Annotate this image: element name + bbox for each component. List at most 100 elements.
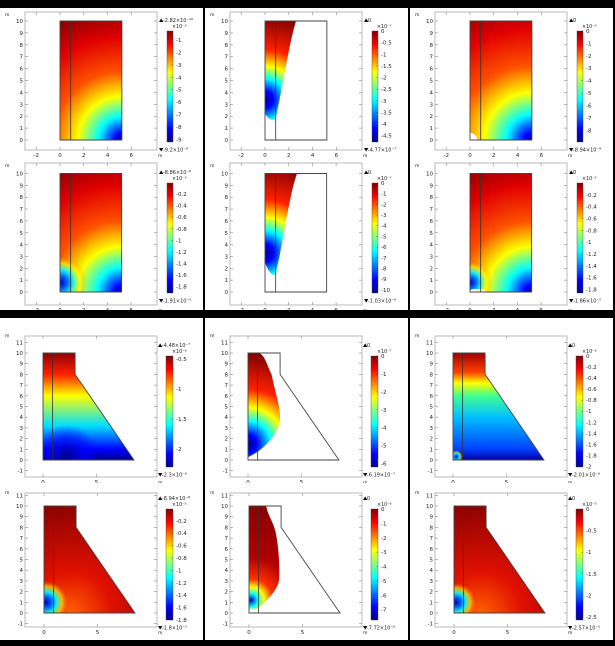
y-tick-label: 8 xyxy=(225,43,229,49)
field-surface xyxy=(265,21,296,120)
axes-frame xyxy=(24,492,158,628)
y-tick-label: 0 xyxy=(225,611,229,617)
colorbar-tick-label: -7 xyxy=(176,113,182,119)
y-tick-label: 5 xyxy=(430,405,434,411)
y-tick-label: 10 xyxy=(426,504,433,510)
domain-outline xyxy=(59,173,123,293)
x-tick-label: 6 xyxy=(334,308,338,310)
x-tick-label: -2 xyxy=(34,308,39,310)
colorbar-tick-label: -0.4 xyxy=(176,204,187,210)
colorbar-tick-label: 0 xyxy=(381,29,385,35)
colorbar-tick-label: -1.6 xyxy=(586,276,597,282)
y-tick-label: 9 xyxy=(430,362,434,368)
y-tick-label: 8 xyxy=(20,43,24,49)
y-tick-label: 4 xyxy=(430,415,434,421)
colorbar xyxy=(370,355,379,468)
plot-panel-p7: 0 5 -1 0 1 2 3 4 5 6 7 8 9 10 11 m m -0.5 -1 -1.5 -2 ×10⁻⁶-4.… xyxy=(0,318,203,483)
colorbar-tick-label: -1.4 xyxy=(176,593,187,599)
x-tick-label: -2 xyxy=(238,153,243,159)
x-tick-label: 4 xyxy=(516,308,520,310)
y-tick-label: 5 xyxy=(430,558,434,564)
y-tick-label: 3 xyxy=(430,254,434,260)
x-tick-label: -2 xyxy=(443,153,448,159)
min-triangle-icon xyxy=(569,299,574,303)
y-tick-label: 1 xyxy=(225,447,229,453)
max-triangle-icon xyxy=(569,170,574,174)
x-unit-label: m xyxy=(158,309,162,310)
colorbar-min-label: -1.03×10⁻⁶ xyxy=(368,299,396,305)
max-triangle-icon xyxy=(364,170,369,174)
colorbar-tick-label: -0.2 xyxy=(176,519,187,525)
y-tick-label: 9 xyxy=(20,183,24,189)
colorbar-tick-label: -2 xyxy=(381,76,386,82)
y-tick-label: 5 xyxy=(20,558,24,564)
x-tick-label: 5 xyxy=(96,630,100,636)
y-tick-label: 7 xyxy=(225,383,229,389)
y-tick-label: 10 xyxy=(16,504,23,510)
colorbar xyxy=(165,355,174,468)
colorbar-tick-label: -0.2 xyxy=(586,365,597,371)
colorbar-tick-label: 0 xyxy=(381,507,385,513)
colorbar-tick-label: -1.8 xyxy=(586,287,597,293)
colorbar-min-label: -8.94×10⁻⁹ xyxy=(573,148,601,154)
colorbar-tick-label: -1.2 xyxy=(586,252,597,258)
y-tick-label: 5 xyxy=(20,231,24,237)
colorbar-tick-label: -2 xyxy=(586,54,591,60)
y-unit-label: m xyxy=(5,13,9,18)
colorbar-multiplier: ×10⁻⁹ xyxy=(172,24,187,30)
y-tick-label: 2 xyxy=(430,437,434,443)
axes-frame xyxy=(434,11,568,151)
y-tick-label: 6 xyxy=(225,219,229,225)
x-tick-label: 2 xyxy=(82,308,86,310)
domain-outline xyxy=(469,173,533,293)
plot-svg: -2 0 2 4 6 0 1 2 3 4 5 6 7 8 9 10 m m 0 -0.5 -1 -1.5 -2 -2.5 -3 -… xyxy=(210,11,396,159)
colorbar-min-label: -6.19×10⁻⁷ xyxy=(367,473,395,479)
colorbar-tick-label: -4.5 xyxy=(381,134,392,140)
y-tick-label: 1 xyxy=(20,447,24,453)
y-tick-label: 4 xyxy=(20,243,24,249)
y-tick-label: 11 xyxy=(16,340,23,346)
colorbar-tick-label: -1 xyxy=(381,52,386,58)
y-tick-label: 7 xyxy=(20,536,24,542)
y-tick-label: 7 xyxy=(20,207,24,213)
x-tick-label: 0 xyxy=(468,308,472,310)
x-unit-label: m xyxy=(568,154,572,159)
y-unit-label: m xyxy=(415,491,419,496)
y-tick-label: 6 xyxy=(225,394,229,400)
y-tick-label: 10 xyxy=(221,351,228,357)
colorbar-tick-label: -1 xyxy=(381,372,386,378)
colorbar-max-label: 0 xyxy=(573,18,576,24)
colorbar-tick-label: 0 xyxy=(586,507,590,513)
field-surface xyxy=(265,173,297,275)
max-triangle-icon xyxy=(569,18,574,22)
y-tick-label: 1 xyxy=(20,600,24,606)
y-tick-label: 6 xyxy=(225,547,229,553)
colorbar xyxy=(576,182,584,294)
colorbar-tick-label: -5 xyxy=(176,88,182,94)
colorbar-min-label: -4.77×10⁻⁷ xyxy=(368,148,396,154)
colorbar-tick-label: -2 xyxy=(176,447,181,453)
colorbar-max-label: 0 xyxy=(572,496,575,502)
field-surface xyxy=(248,353,281,457)
domain-outline xyxy=(264,20,328,141)
colorbar xyxy=(575,355,584,468)
colorbar xyxy=(371,30,379,143)
colorbar-tick-label: 0 xyxy=(381,354,385,360)
colorbar-tick-label: -0.6 xyxy=(586,387,597,393)
colorbar-max-label: -8.86×10⁻⁸ xyxy=(163,170,191,176)
y-tick-label: -1 xyxy=(428,469,433,475)
y-tick-label: 6 xyxy=(225,67,229,73)
colorbar-multiplier: ×10⁻⁷ xyxy=(377,24,392,30)
min-triangle-icon xyxy=(363,626,368,630)
y-tick-label: 6 xyxy=(20,547,24,553)
domain-outline xyxy=(247,352,340,461)
colorbar-min-label: -1.86×10⁻⁵ xyxy=(573,299,601,305)
colorbar-tick-label: -1 xyxy=(586,409,591,415)
y-unit-label: m xyxy=(210,491,214,496)
colorbar xyxy=(575,508,584,621)
x-tick-label: 0 xyxy=(247,630,251,636)
min-triangle-icon xyxy=(363,473,368,477)
x-tick-label: 2 xyxy=(82,153,86,159)
y-tick-label: 3 xyxy=(20,254,24,260)
x-tick-label: 6 xyxy=(129,308,133,310)
